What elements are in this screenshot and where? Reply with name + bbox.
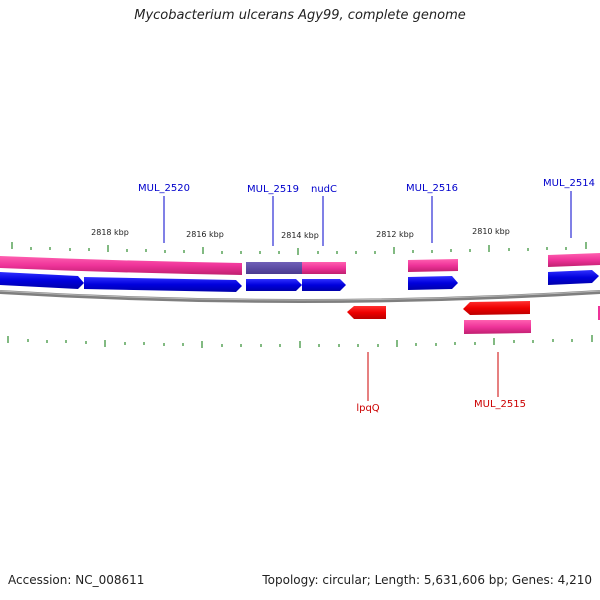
scale-label: 2810 kbp — [472, 227, 510, 236]
gene-arrow — [302, 279, 346, 291]
cds-feature-highlight — [246, 262, 302, 274]
gene-label-mul-2515: MUL_2515 — [474, 399, 526, 410]
outer-tick-marks — [11, 242, 587, 255]
gene-arrow — [548, 270, 599, 285]
accession-text: Accession: NC_008611 — [8, 573, 145, 587]
cds-feature — [0, 256, 242, 275]
cds-feature — [302, 262, 346, 274]
scale-label: 2818 kbp — [91, 228, 129, 237]
scale-labels: 2818 kbp 2816 kbp 2814 kbp 2812 kbp 2810… — [91, 227, 510, 240]
scale-label: 2814 kbp — [281, 231, 319, 240]
gene-label-mul-2514: MUL_2514 — [543, 178, 595, 189]
cds-feature — [408, 259, 458, 272]
gene-arrow — [246, 279, 302, 291]
gene-label-mul-2516: MUL_2516 — [406, 183, 458, 194]
gene-label-lpqq: lpqQ — [356, 403, 379, 414]
genome-backbone — [0, 290, 600, 303]
gene-arrow — [0, 272, 84, 289]
topology-text: Topology: circular; Length: 5,631,606 bp… — [262, 573, 592, 587]
scale-label: 2816 kbp — [186, 230, 224, 239]
reverse-gene-track — [347, 301, 530, 319]
forward-gene-track — [0, 270, 599, 292]
gene-labels: MUL_2520 MUL_2519 nudC MUL_2516 MUL_2514… — [138, 178, 595, 414]
gene-arrow — [84, 277, 242, 292]
label-leader-lines — [163, 191, 572, 401]
gene-arrow — [408, 276, 458, 290]
cds-feature — [548, 253, 600, 267]
gene-label-mul-2519: MUL_2519 — [247, 184, 299, 195]
gene-arrow — [347, 306, 386, 319]
gene-label-nudc: nudC — [311, 184, 337, 195]
cds-track-outer — [0, 253, 600, 275]
gene-arrow — [463, 301, 530, 315]
inner-tick-marks — [7, 335, 593, 348]
cds-feature — [464, 320, 531, 334]
cds-feature-edge — [598, 306, 600, 320]
scale-label: 2812 kbp — [376, 230, 414, 239]
genome-backbone-highlight — [0, 290, 600, 301]
gene-label-mul-2520: MUL_2520 — [138, 183, 190, 194]
map-title: Mycobacterium ulcerans Agy99, complete g… — [134, 8, 466, 23]
